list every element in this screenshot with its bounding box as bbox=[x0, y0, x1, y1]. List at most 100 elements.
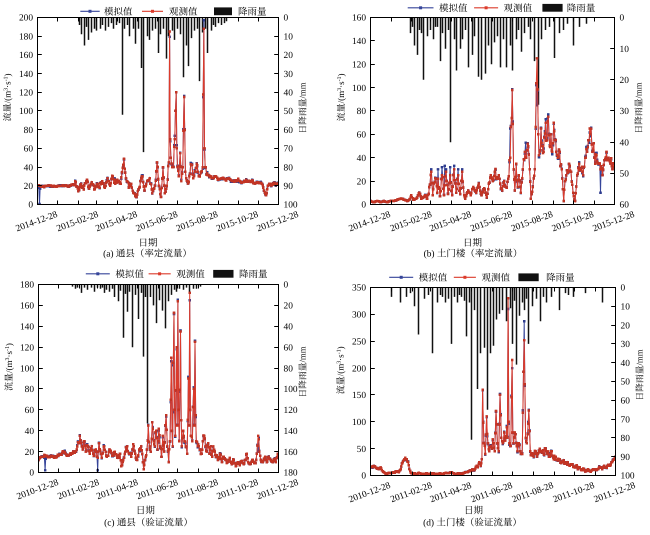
svg-text:100: 100 bbox=[352, 84, 366, 94]
svg-text:): ) bbox=[4, 343, 14, 346]
svg-text:/mm: /mm bbox=[298, 82, 308, 98]
svg-text:100: 100 bbox=[352, 418, 366, 428]
svg-text:20: 20 bbox=[25, 448, 35, 458]
svg-text:-1: -1 bbox=[337, 76, 343, 81]
svg-text:40: 40 bbox=[284, 323, 294, 333]
svg-text:40: 40 bbox=[24, 163, 34, 173]
svg-text:0: 0 bbox=[361, 472, 366, 482]
svg-text:40: 40 bbox=[25, 427, 35, 437]
svg-text:3: 3 bbox=[337, 88, 343, 91]
svg-text:150: 150 bbox=[352, 391, 366, 401]
svg-text:0: 0 bbox=[28, 201, 33, 211]
svg-text:/(m: /(m bbox=[336, 364, 346, 377]
svg-text:40: 40 bbox=[284, 89, 294, 99]
svg-text:140: 140 bbox=[20, 323, 34, 333]
svg-text:): ) bbox=[336, 346, 346, 349]
svg-text:180: 180 bbox=[284, 469, 298, 479]
svg-text:-1: -1 bbox=[5, 346, 11, 351]
svg-text:20: 20 bbox=[284, 302, 294, 312]
svg-text:160: 160 bbox=[19, 51, 33, 61]
svg-text:180: 180 bbox=[20, 281, 34, 291]
svg-text:60: 60 bbox=[24, 145, 34, 155]
svg-text:300: 300 bbox=[352, 311, 366, 321]
svg-text:60: 60 bbox=[357, 131, 367, 141]
svg-text:60: 60 bbox=[25, 406, 35, 416]
svg-text:180: 180 bbox=[19, 32, 33, 42]
svg-text:60: 60 bbox=[284, 126, 294, 136]
svg-text:140: 140 bbox=[284, 427, 298, 437]
svg-text:/mm: /mm bbox=[635, 349, 645, 365]
svg-text:-1: -1 bbox=[3, 76, 9, 81]
svg-text:30: 30 bbox=[284, 70, 294, 80]
svg-text:200: 200 bbox=[352, 364, 366, 374]
svg-text:120: 120 bbox=[284, 406, 298, 416]
svg-text:160: 160 bbox=[20, 302, 34, 312]
svg-text:10: 10 bbox=[621, 303, 631, 313]
svg-text:3: 3 bbox=[337, 361, 343, 364]
svg-text:120: 120 bbox=[20, 343, 34, 353]
svg-text:120: 120 bbox=[352, 61, 366, 71]
svg-text:20: 20 bbox=[621, 321, 631, 331]
svg-text:·s: ·s bbox=[336, 81, 346, 88]
svg-text:40: 40 bbox=[357, 154, 367, 164]
svg-text:250: 250 bbox=[352, 337, 366, 347]
svg-text:20: 20 bbox=[357, 177, 367, 187]
svg-text:140: 140 bbox=[352, 37, 366, 47]
svg-text:10: 10 bbox=[620, 45, 630, 55]
svg-text:·s: ·s bbox=[336, 354, 346, 361]
svg-text:100: 100 bbox=[284, 385, 298, 395]
svg-text:80: 80 bbox=[284, 163, 294, 173]
svg-text:70: 70 bbox=[284, 145, 294, 155]
svg-text:/(m: /(m bbox=[336, 91, 346, 104]
svg-text:140: 140 bbox=[19, 70, 33, 80]
svg-text:60: 60 bbox=[620, 201, 630, 211]
svg-text:100: 100 bbox=[20, 364, 34, 374]
svg-text:120: 120 bbox=[19, 89, 33, 99]
svg-text:30: 30 bbox=[621, 340, 631, 350]
svg-text:350: 350 bbox=[352, 284, 366, 294]
svg-text:30: 30 bbox=[620, 107, 630, 117]
svg-text:50: 50 bbox=[357, 445, 367, 455]
svg-text:160: 160 bbox=[352, 14, 366, 24]
svg-text:80: 80 bbox=[357, 107, 367, 117]
svg-text:90: 90 bbox=[284, 182, 294, 192]
svg-text:/(m: /(m bbox=[4, 361, 14, 374]
svg-text:/mm: /mm bbox=[634, 82, 644, 98]
svg-text:90: 90 bbox=[621, 453, 631, 463]
svg-text:3: 3 bbox=[3, 88, 9, 91]
svg-text:50: 50 bbox=[621, 378, 631, 388]
svg-text:): ) bbox=[2, 73, 12, 76]
svg-text:60: 60 bbox=[621, 397, 631, 407]
svg-text:20: 20 bbox=[284, 51, 294, 61]
svg-text:-1: -1 bbox=[337, 349, 343, 354]
svg-text:0: 0 bbox=[620, 14, 625, 24]
svg-text:50: 50 bbox=[284, 107, 294, 117]
svg-text:(d): (d) bbox=[423, 518, 434, 528]
svg-text:10: 10 bbox=[284, 32, 294, 42]
svg-text:0: 0 bbox=[621, 284, 626, 294]
svg-text:100: 100 bbox=[284, 201, 298, 211]
svg-text:/mm: /mm bbox=[298, 346, 308, 362]
svg-text:(b): (b) bbox=[424, 249, 435, 259]
svg-text:40: 40 bbox=[620, 138, 630, 148]
svg-text:160: 160 bbox=[284, 448, 298, 458]
svg-text:(a): (a) bbox=[103, 249, 113, 259]
svg-text:0: 0 bbox=[284, 14, 289, 24]
svg-text:0: 0 bbox=[361, 201, 366, 211]
svg-text:40: 40 bbox=[621, 359, 631, 369]
svg-text:·s: ·s bbox=[2, 81, 12, 88]
svg-text:): ) bbox=[336, 73, 346, 76]
svg-text:0: 0 bbox=[29, 469, 34, 479]
svg-text:80: 80 bbox=[284, 364, 294, 374]
svg-text:20: 20 bbox=[620, 76, 630, 86]
svg-text:·s: ·s bbox=[4, 351, 14, 358]
svg-text:3: 3 bbox=[5, 358, 11, 361]
svg-text:0: 0 bbox=[284, 281, 289, 291]
svg-text:50: 50 bbox=[620, 170, 630, 180]
svg-text:(c): (c) bbox=[104, 518, 114, 528]
svg-text:70: 70 bbox=[621, 415, 631, 425]
svg-text:/(m: /(m bbox=[2, 91, 12, 104]
svg-text:80: 80 bbox=[24, 126, 34, 136]
svg-text:60: 60 bbox=[284, 343, 294, 353]
svg-text:20: 20 bbox=[24, 182, 34, 192]
